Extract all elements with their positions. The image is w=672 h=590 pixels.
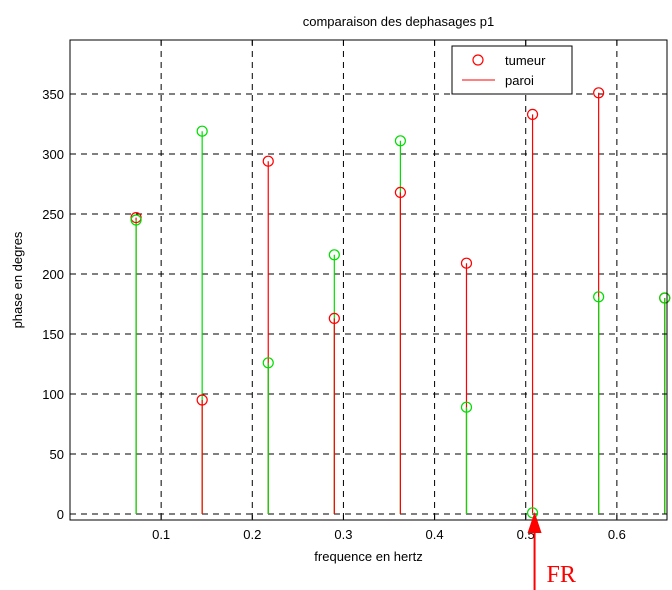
- y-tick-label: 50: [50, 447, 64, 462]
- stem-marker-paroi: [460, 401, 473, 413]
- x-tick-label: 0.2: [243, 527, 261, 542]
- stems: [130, 87, 671, 519]
- fr-annotation-label: FR: [547, 562, 576, 588]
- fr-annotation: FR: [527, 512, 576, 590]
- plot-frame: [69, 39, 668, 521]
- stem-marker-tumeur: [328, 312, 340, 324]
- legend-label-tumeur: tumeur: [505, 53, 546, 68]
- fr-arrow-head: [527, 512, 542, 533]
- x-tick-label: 0.4: [426, 527, 444, 542]
- legend-label-paroi: paroi: [505, 73, 534, 88]
- y-tick-label: 350: [42, 87, 64, 102]
- legend: tumeur paroi: [451, 45, 573, 95]
- stem-marker-paroi: [262, 357, 274, 369]
- stem-marker-paroi: [328, 249, 340, 261]
- y-tick-label: 300: [42, 147, 64, 162]
- stem-marker-tumeur: [394, 186, 407, 198]
- chart-title: comparaison des dephasages p1: [303, 14, 495, 29]
- y-tick-label: 0: [57, 507, 64, 522]
- y-tick-label: 150: [42, 327, 64, 342]
- stem-marker-tumeur: [196, 394, 208, 406]
- stem-marker-tumeur: [460, 257, 473, 269]
- stem-marker-paroi: [659, 292, 671, 304]
- y-axis-label: phase en degres: [10, 231, 25, 328]
- stem-marker-paroi: [394, 135, 407, 147]
- stem-marker-paroi: [130, 214, 142, 226]
- y-tick-label: 200: [42, 267, 64, 282]
- legend-box: [451, 45, 573, 95]
- grid: [70, 40, 667, 520]
- stem-marker-tumeur: [593, 87, 605, 99]
- y-tick-label: 100: [42, 387, 64, 402]
- stem-marker-paroi: [526, 507, 539, 519]
- legend-marker-tumeur: [472, 54, 484, 66]
- x-tick-label: 0.3: [334, 527, 352, 542]
- x-tick-label: 0.1: [152, 527, 170, 542]
- stem-marker-paroi: [593, 291, 605, 303]
- y-tick-label: 250: [42, 207, 64, 222]
- x-tick-label: 0.6: [608, 527, 626, 542]
- stem-marker-tumeur: [526, 108, 539, 121]
- stem-marker-tumeur: [262, 155, 274, 167]
- x-axis-label: frequence en hertz: [314, 549, 422, 564]
- stem-marker-paroi: [196, 125, 208, 137]
